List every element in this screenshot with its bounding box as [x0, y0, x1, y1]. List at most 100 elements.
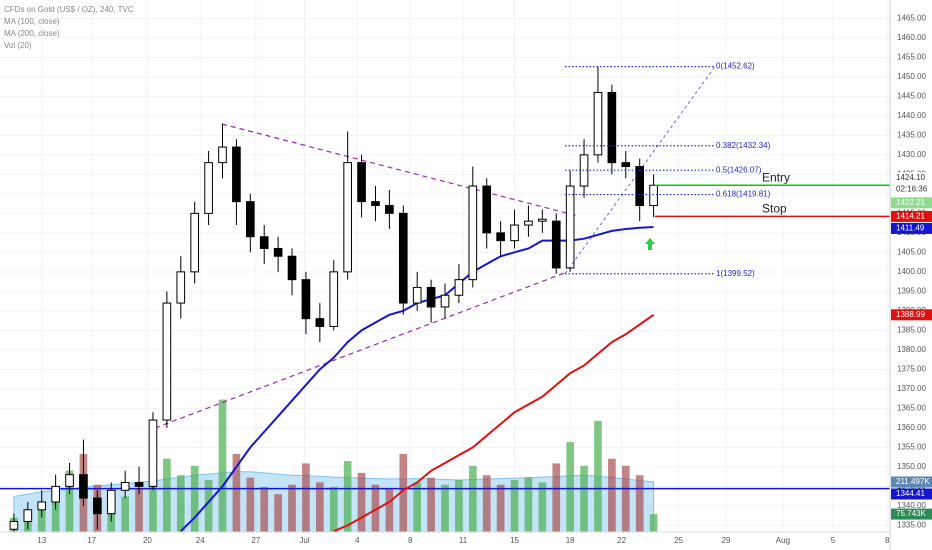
volume-bar	[65, 470, 74, 532]
price-tag	[891, 197, 932, 209]
price-tags: 1424.10 02:16:36 1422.21 1414.21 1411.49 1388…	[891, 172, 932, 520]
price-tag-label: 1414.21	[896, 212, 925, 221]
volume-bar	[135, 489, 143, 532]
candle-body	[134, 481, 144, 487]
x-tick-label: 29	[721, 536, 730, 545]
volume-bar	[385, 489, 394, 532]
upper-trendline	[221, 123, 579, 217]
volume-bar	[510, 479, 519, 532]
volume-bar	[357, 472, 366, 532]
candle-body	[245, 201, 255, 238]
legend-item: MA (100, close)	[4, 17, 60, 26]
volume-bar	[149, 472, 157, 532]
price-tag	[891, 222, 932, 234]
legend-item: Vol (20)	[4, 41, 32, 50]
volume-bar	[260, 487, 269, 532]
volume-bar	[594, 420, 602, 532]
price-tag-label: 75.743K	[896, 509, 926, 518]
y-tick-label: 1435.00	[897, 130, 926, 139]
volume-bar	[329, 487, 338, 532]
candle-body	[635, 166, 645, 207]
volume-bar	[399, 453, 408, 532]
candle-body	[593, 91, 603, 156]
x-tick-label: 11	[459, 536, 468, 545]
price-tag	[891, 476, 932, 488]
x-tick-label: 5	[831, 536, 836, 545]
ma-line	[333, 313, 655, 533]
candle-body	[565, 185, 575, 269]
candle-body	[79, 474, 88, 499]
price-tag	[891, 210, 932, 222]
candle-body	[273, 247, 283, 257]
volume-bar	[524, 477, 533, 532]
y-tick-label: 1440.00	[897, 111, 926, 120]
y-tick-label: 1395.00	[897, 286, 926, 295]
y-tick-label: 1465.00	[897, 13, 926, 22]
candle-body	[329, 271, 339, 327]
candle-body	[412, 286, 422, 304]
y-tick-label: 1380.00	[897, 345, 926, 354]
candle-body	[120, 481, 130, 491]
x-tick-label: 22	[617, 536, 626, 545]
fib-label: 0.382(1432.34)	[716, 141, 771, 150]
candle-body	[607, 91, 617, 164]
volume-bar	[176, 475, 185, 532]
volume-bar	[621, 465, 630, 532]
volume-bar	[51, 496, 60, 532]
candle-body	[385, 205, 394, 214]
volume-bar	[441, 484, 449, 532]
y-tick-label: 1400.00	[897, 267, 926, 276]
y-tick-label: 1360.00	[897, 423, 926, 432]
volume-bar	[302, 463, 310, 532]
fib-label: 0.618(1419.81)	[716, 190, 771, 199]
y-tick-label: 1335.00	[897, 520, 926, 529]
volume-bar	[580, 465, 588, 532]
volume-bar	[482, 475, 491, 532]
candle-body	[454, 279, 464, 296]
fib-trend	[564, 66, 716, 275]
price-tag-label: 1344.41	[896, 489, 925, 498]
fib-label: 1(1399.52)	[716, 269, 755, 278]
candle-body	[190, 212, 200, 273]
volume-bar	[455, 479, 463, 532]
volume-bar	[316, 482, 324, 532]
x-tick-label: 15	[510, 536, 519, 545]
candle-body	[496, 232, 505, 242]
volume-bar	[566, 442, 574, 532]
candle-body	[93, 497, 102, 515]
y-tick-label: 1370.00	[897, 384, 926, 393]
arrow-icon	[645, 238, 655, 250]
level-label: Entry	[762, 170, 790, 184]
volume-bar	[232, 453, 241, 532]
volume-bar	[371, 484, 380, 532]
y-tick-label: 1355.00	[897, 442, 926, 451]
volume-bar	[37, 503, 46, 532]
volume-bar	[552, 463, 561, 532]
candle-body	[357, 162, 366, 203]
price-tag-label: 1411.49	[896, 224, 925, 233]
candle-body	[287, 255, 297, 281]
volume-layer	[10, 399, 658, 533]
x-tick-label: 20	[143, 536, 152, 545]
price-tag	[891, 309, 932, 321]
volume-bar	[427, 477, 435, 532]
volume-bar	[496, 484, 505, 532]
candle-body	[524, 220, 533, 226]
volume-bar	[274, 494, 282, 532]
y-tick-label: 1365.00	[897, 403, 926, 412]
candle-body	[301, 279, 311, 320]
candle-body	[65, 474, 74, 487]
legend: CFDs on Gold (US$ / OZ), 240, TVC MA (10…	[4, 5, 134, 50]
y-tick-label: 1375.00	[897, 364, 926, 373]
candle-body	[371, 201, 380, 207]
x-tick-label: 4	[355, 536, 360, 545]
lower-trendline	[154, 271, 568, 429]
x-tick-label: 18	[566, 536, 575, 545]
price-tag-label: 1388.99	[896, 310, 925, 319]
legend-item: MA (200, close)	[4, 29, 60, 38]
candle-body	[259, 236, 269, 249]
legend-title: CFDs on Gold (US$ / OZ), 240, TVC	[4, 5, 134, 14]
candle-body	[204, 162, 213, 214]
x-tick-label: Jul	[299, 536, 309, 545]
volume-bar	[649, 514, 658, 532]
